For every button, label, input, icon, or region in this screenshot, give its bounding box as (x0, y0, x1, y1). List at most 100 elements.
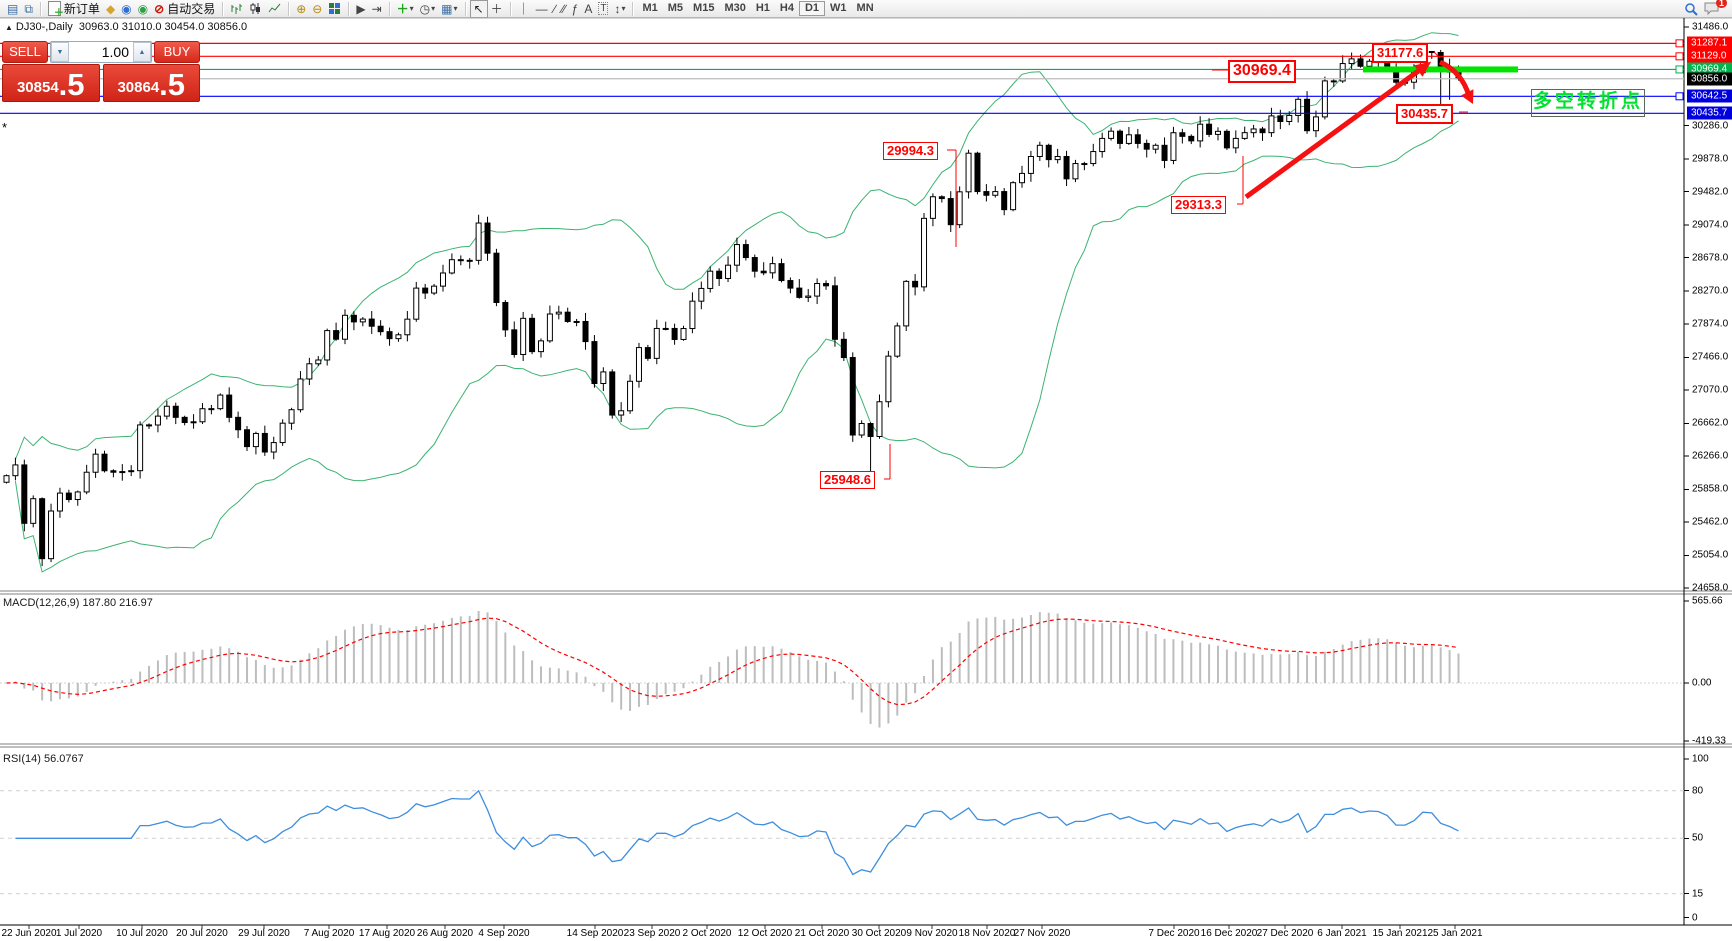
lot-decrease-button[interactable]: ▼ (51, 42, 69, 62)
text-label-tool-button[interactable]: T (595, 1, 611, 17)
new-chart-button[interactable]: ▤ (4, 1, 21, 17)
auto-scroll-button[interactable]: ▶ (353, 1, 368, 17)
zoom-in-button[interactable]: ⊕ (293, 1, 309, 17)
date-tick-label: 6 Jan 2021 (1317, 928, 1367, 939)
auto-trading-label: 自动交易 (167, 2, 216, 16)
rsi-line (15, 789, 1459, 876)
fibonacci-tool-button[interactable]: ƒ (569, 1, 582, 17)
date-tick-label: 15 Jan 2021 (1372, 928, 1428, 939)
sell-price-frac: .5 (58, 67, 85, 102)
vline-tool-button[interactable]: ｜ (515, 1, 533, 17)
tile-windows-button[interactable] (325, 1, 344, 17)
line-handle[interactable] (1675, 39, 1684, 48)
macd-axis-label: 565.66 (1692, 595, 1723, 607)
mql5-community-button[interactable]: ◉ (118, 1, 134, 17)
templates-button[interactable]: ▦ ▾ (438, 1, 460, 17)
price-annotation-29994.3[interactable]: 29994.3 (883, 142, 938, 160)
timeframe-h1[interactable]: H1 (755, 2, 770, 14)
timeframe-w1[interactable]: W1 (830, 2, 847, 14)
chart-shift-button[interactable]: ⇥ (369, 1, 385, 17)
cursor-icon: ↖ (473, 1, 484, 16)
toolbar-separator (39, 1, 41, 16)
sell-price-panel[interactable]: 30854.5 (2, 64, 100, 102)
price-tick-label: 24658.0 (1692, 582, 1729, 594)
chevron-down-icon: ▾ (621, 4, 626, 13)
trendline-tool-button[interactable]: ∕ (551, 1, 559, 17)
bar-chart-icon (231, 4, 243, 14)
green-highlight-bar[interactable] (1363, 66, 1518, 73)
new-order-icon: ＋ (47, 1, 64, 19)
trend-up-arrow[interactable] (1244, 69, 1420, 200)
date-tick-label: 27 Dec 2020 (1256, 928, 1314, 939)
timeframe-mn[interactable]: MN (856, 2, 874, 14)
line-handle[interactable] (1675, 52, 1684, 61)
signals-button[interactable]: ◉ (135, 1, 151, 17)
toolbar-separator (632, 1, 634, 16)
toolbar-separator (509, 1, 511, 16)
new-order-button[interactable]: ＋ 新订单 (45, 1, 103, 19)
price-tick-label: 27874.0 (1692, 318, 1729, 330)
timeframe-h4[interactable]: H4 (779, 2, 794, 14)
search-button[interactable] (1681, 1, 1701, 17)
timeframe-m5[interactable]: M5 (667, 2, 684, 14)
line-handle[interactable] (1675, 92, 1684, 101)
channel-tool-button[interactable]: ∕∕ (559, 1, 569, 17)
text-tool-button[interactable]: A (581, 1, 595, 17)
rsi-axis-label: 80 (1692, 785, 1704, 797)
hline-tool-button[interactable]: — (533, 1, 551, 17)
timeframe-m30[interactable]: M30 (724, 2, 746, 14)
price-tick-label: 25858.0 (1692, 483, 1729, 495)
profiles-button[interactable]: ⧉ (21, 1, 36, 17)
price-annotation-25948.6[interactable]: 25948.6 (820, 471, 875, 489)
price-tick-label: 26266.0 (1692, 450, 1729, 462)
price-annotation-31177.6[interactable]: 31177.6 (1372, 43, 1429, 63)
chevron-down-icon: ▾ (431, 4, 436, 13)
macd-signal-line (6, 617, 1459, 706)
candlestick-chart-button[interactable] (246, 1, 265, 17)
line-handle[interactable] (1675, 65, 1684, 74)
date-tick-label: 26 Aug 2020 (416, 928, 474, 939)
indicators-button[interactable]: ＋ ▾ (394, 1, 417, 17)
price-annotation-29313.3[interactable]: 29313.3 (1171, 196, 1226, 214)
zoom-in-icon: ⊕ (296, 1, 307, 16)
lot-size-input[interactable]: 1.00 (101, 44, 129, 60)
buy-price-panel[interactable]: 30864.5 (102, 64, 200, 102)
timeframe-bar: M1 M5 M15 M30 H1 H4 D1 W1 MN (637, 1, 878, 16)
price-annotation-30969.4[interactable]: 30969.4 (1228, 60, 1296, 83)
timeframe-m15[interactable]: M15 (693, 2, 715, 14)
toolbar-separator (222, 1, 224, 16)
vline-icon: ｜ (517, 1, 530, 16)
cursor-tool-button[interactable]: ↖ (469, 0, 488, 18)
arrows-tool-button[interactable]: ↕ ▾ (611, 1, 628, 17)
fibonacci-icon: ƒ (571, 1, 579, 16)
periods-button[interactable]: ◷ ▾ (417, 1, 439, 17)
rsi-axis-label: 100 (1692, 753, 1709, 765)
crosshair-tool-button[interactable]: ＋ (488, 1, 506, 17)
price-tick-label: 29482.0 (1692, 186, 1729, 198)
zone-text-object[interactable]: 多空转折点 (1531, 89, 1645, 117)
date-tick-label: 12 Oct 2020 (737, 928, 793, 939)
buy-button[interactable]: BUY (154, 41, 200, 63)
timeframe-d1[interactable]: D1 (798, 1, 826, 16)
bar-chart-button[interactable] (227, 1, 246, 17)
zone-text: 多空转折点 (1532, 91, 1643, 112)
zoom-out-button[interactable]: ⊖ (309, 1, 325, 17)
annotation-connector (1433, 51, 1441, 59)
price-tick-label: 29074.0 (1692, 219, 1729, 231)
signals-icon: ◉ (137, 1, 149, 16)
sell-button[interactable]: SELL (2, 41, 48, 63)
date-tick-label: 30 Oct 2020 (851, 928, 907, 939)
lot-increase-button[interactable]: ▲ (133, 42, 151, 62)
bollinger-lower-band (14, 120, 1459, 573)
auto-trading-button[interactable]: ⊘ 自动交易 (151, 1, 218, 17)
line-chart-button[interactable] (265, 1, 284, 17)
price-badge-30435.7: 30435.7 (1687, 106, 1732, 120)
indicators-icon: ＋ (396, 1, 409, 16)
collapse-triangle-icon: ▲ (5, 23, 13, 32)
toolbar-separator (388, 1, 390, 16)
notifications-button[interactable]: 1 (1701, 0, 1727, 17)
timeframe-m1[interactable]: M1 (642, 2, 658, 14)
price-annotation-30435.7[interactable]: 30435.7 (1396, 104, 1453, 124)
metaeditor-button[interactable]: ◆ (103, 1, 118, 17)
date-tick-label: 22 Jun 2020 (1, 928, 57, 939)
